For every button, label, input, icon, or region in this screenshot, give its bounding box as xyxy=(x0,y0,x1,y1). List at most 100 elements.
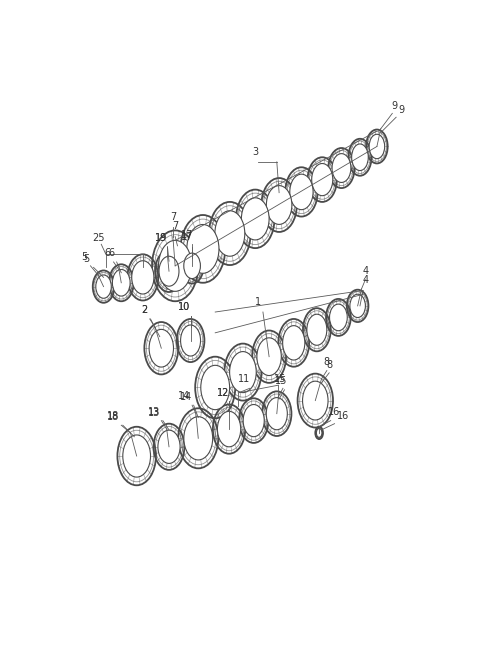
Ellipse shape xyxy=(132,260,154,294)
Text: 13: 13 xyxy=(147,407,160,417)
Text: 17: 17 xyxy=(180,232,193,242)
Text: 2: 2 xyxy=(141,305,147,315)
Ellipse shape xyxy=(187,224,219,274)
Text: 17: 17 xyxy=(180,230,193,240)
Text: 5: 5 xyxy=(81,252,87,262)
Ellipse shape xyxy=(213,405,245,454)
Text: 16: 16 xyxy=(328,407,341,417)
Text: 14: 14 xyxy=(180,392,192,402)
Ellipse shape xyxy=(225,344,262,401)
Text: 8: 8 xyxy=(326,359,332,370)
Ellipse shape xyxy=(144,322,178,375)
Ellipse shape xyxy=(278,319,309,367)
Ellipse shape xyxy=(195,357,235,419)
Ellipse shape xyxy=(209,202,251,265)
Ellipse shape xyxy=(328,148,355,188)
Ellipse shape xyxy=(350,295,365,318)
Text: 12: 12 xyxy=(216,388,229,398)
Ellipse shape xyxy=(154,424,184,470)
Text: 10: 10 xyxy=(178,302,191,312)
Text: 16: 16 xyxy=(337,411,349,420)
Ellipse shape xyxy=(215,211,245,256)
Ellipse shape xyxy=(348,139,372,176)
Text: 5: 5 xyxy=(84,253,90,264)
Text: 7: 7 xyxy=(170,212,176,222)
Ellipse shape xyxy=(369,134,384,159)
Ellipse shape xyxy=(312,163,333,195)
Text: 6: 6 xyxy=(104,248,110,258)
Ellipse shape xyxy=(109,264,133,301)
Ellipse shape xyxy=(302,381,328,420)
Ellipse shape xyxy=(178,408,218,468)
Text: 9: 9 xyxy=(398,105,405,115)
Text: 13: 13 xyxy=(147,407,160,417)
Text: 8: 8 xyxy=(324,357,330,367)
Text: 19: 19 xyxy=(155,233,168,243)
Ellipse shape xyxy=(290,174,313,210)
Ellipse shape xyxy=(241,198,269,240)
Ellipse shape xyxy=(201,365,229,409)
Ellipse shape xyxy=(332,154,351,182)
Text: 12: 12 xyxy=(216,388,229,398)
Ellipse shape xyxy=(184,417,213,460)
Ellipse shape xyxy=(180,325,201,356)
Text: 25: 25 xyxy=(92,233,105,243)
Text: 7: 7 xyxy=(172,221,178,231)
Text: 18: 18 xyxy=(108,412,120,422)
Ellipse shape xyxy=(326,299,351,336)
Ellipse shape xyxy=(347,290,369,322)
Ellipse shape xyxy=(352,144,368,171)
Ellipse shape xyxy=(298,374,333,428)
Ellipse shape xyxy=(262,178,297,232)
Ellipse shape xyxy=(266,186,292,224)
Text: 15: 15 xyxy=(275,376,288,386)
Ellipse shape xyxy=(158,430,180,463)
Text: 18: 18 xyxy=(108,411,120,421)
Ellipse shape xyxy=(184,253,201,279)
Ellipse shape xyxy=(127,255,158,300)
Ellipse shape xyxy=(159,256,179,286)
Ellipse shape xyxy=(330,304,347,331)
Ellipse shape xyxy=(285,167,318,216)
Ellipse shape xyxy=(283,325,305,360)
Text: 4: 4 xyxy=(362,275,369,285)
Text: 11: 11 xyxy=(239,374,251,384)
Ellipse shape xyxy=(316,428,322,438)
Ellipse shape xyxy=(155,251,183,292)
Ellipse shape xyxy=(307,314,327,345)
Text: 9: 9 xyxy=(392,101,397,111)
Ellipse shape xyxy=(229,352,256,392)
Text: 2: 2 xyxy=(141,305,147,315)
Ellipse shape xyxy=(177,319,204,362)
Ellipse shape xyxy=(152,230,198,301)
Ellipse shape xyxy=(93,270,114,303)
Text: 14: 14 xyxy=(178,392,191,401)
Ellipse shape xyxy=(303,308,331,352)
Ellipse shape xyxy=(180,248,204,283)
Ellipse shape xyxy=(239,398,268,443)
Text: 19: 19 xyxy=(155,233,168,243)
Ellipse shape xyxy=(262,392,291,436)
Ellipse shape xyxy=(149,329,173,367)
Text: 4: 4 xyxy=(362,266,369,276)
Ellipse shape xyxy=(180,215,225,283)
Ellipse shape xyxy=(118,427,156,485)
Text: 6: 6 xyxy=(108,248,114,258)
Ellipse shape xyxy=(96,275,111,298)
Text: 1: 1 xyxy=(254,297,261,306)
Ellipse shape xyxy=(252,331,286,383)
Ellipse shape xyxy=(243,405,264,437)
Ellipse shape xyxy=(315,427,323,439)
Ellipse shape xyxy=(308,157,337,202)
Ellipse shape xyxy=(217,411,240,447)
Text: 15: 15 xyxy=(274,375,286,384)
Ellipse shape xyxy=(366,129,388,163)
Ellipse shape xyxy=(123,435,151,477)
Ellipse shape xyxy=(236,190,275,248)
Ellipse shape xyxy=(266,398,288,430)
Ellipse shape xyxy=(112,270,130,296)
Text: 3: 3 xyxy=(252,147,258,157)
Ellipse shape xyxy=(257,338,281,375)
Ellipse shape xyxy=(158,240,192,291)
Text: 10: 10 xyxy=(178,302,191,312)
